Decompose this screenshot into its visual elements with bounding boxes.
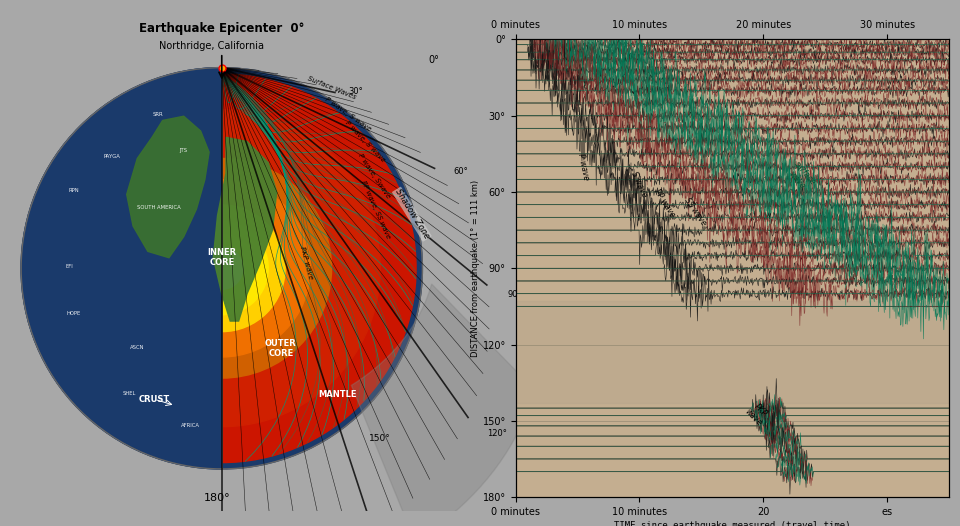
Wedge shape xyxy=(222,74,416,462)
Text: Surface Waves: Surface Waves xyxy=(306,75,357,100)
Polygon shape xyxy=(127,116,209,258)
Text: PP wave, SS wave: PP wave, SS wave xyxy=(360,180,392,240)
Y-axis label: DISTANCE from earthquake (1° = 111 km): DISTANCE from earthquake (1° = 111 km) xyxy=(470,180,480,357)
Text: S wave: S wave xyxy=(630,170,649,199)
Text: 90°: 90° xyxy=(508,290,522,299)
Text: Northridge, California: Northridge, California xyxy=(158,41,264,50)
Text: SRR: SRR xyxy=(153,112,164,117)
Text: P wave: P wave xyxy=(577,153,591,181)
Wedge shape xyxy=(222,110,380,427)
Text: P wave, S wave: P wave, S wave xyxy=(324,96,372,132)
Text: INNER
CORE: INNER CORE xyxy=(207,248,236,267)
Text: MANTLE: MANTLE xyxy=(319,390,357,400)
Circle shape xyxy=(188,235,255,302)
Text: OUTER
CORE: OUTER CORE xyxy=(265,339,297,358)
Text: 0°: 0° xyxy=(429,55,440,65)
Text: 60°: 60° xyxy=(454,167,468,176)
Text: Earthquake Epicenter  0°: Earthquake Epicenter 0° xyxy=(139,22,304,35)
Text: RPN: RPN xyxy=(68,188,80,193)
Text: P wave, Swave: P wave, Swave xyxy=(357,153,391,199)
Wedge shape xyxy=(222,179,310,357)
Wedge shape xyxy=(222,158,331,378)
Text: Shadow Zone: Shadow Zone xyxy=(393,188,431,241)
Text: EFI: EFI xyxy=(66,264,74,269)
Text: 120°: 120° xyxy=(488,429,507,438)
Text: JTS: JTS xyxy=(180,148,188,153)
Text: SS wave: SS wave xyxy=(683,196,708,227)
Text: SOUTH AMERICA: SOUTH AMERICA xyxy=(136,205,180,210)
Polygon shape xyxy=(213,137,276,321)
Circle shape xyxy=(209,256,234,281)
Polygon shape xyxy=(351,284,535,526)
X-axis label: TIME since earthquake measured (travel time): TIME since earthquake measured (travel t… xyxy=(614,521,851,526)
Text: ASCN: ASCN xyxy=(130,345,145,350)
Circle shape xyxy=(201,247,243,289)
Text: PAYGA: PAYGA xyxy=(104,155,120,159)
Text: SHEL: SHEL xyxy=(122,391,135,396)
Text: 180°: 180° xyxy=(204,493,230,503)
Circle shape xyxy=(158,205,285,331)
Bar xyxy=(516,301,949,403)
Text: HOPE: HOPE xyxy=(67,311,81,316)
Wedge shape xyxy=(21,68,222,469)
Text: PP wave: PP wave xyxy=(652,188,677,219)
Text: P wave, S wave: P wave, S wave xyxy=(345,120,387,164)
Text: 150°: 150° xyxy=(370,434,391,443)
Circle shape xyxy=(176,222,268,315)
Text: PKP
wave: PKP wave xyxy=(743,400,771,428)
Text: 30°: 30° xyxy=(348,87,364,96)
Text: AFRICA: AFRICA xyxy=(180,423,200,428)
Polygon shape xyxy=(127,116,209,258)
Text: CRUST: CRUST xyxy=(138,394,170,404)
Circle shape xyxy=(21,68,422,469)
Text: surface
wave: surface wave xyxy=(784,160,817,194)
Polygon shape xyxy=(213,137,276,321)
Text: PKP wave: PKP wave xyxy=(299,246,314,280)
